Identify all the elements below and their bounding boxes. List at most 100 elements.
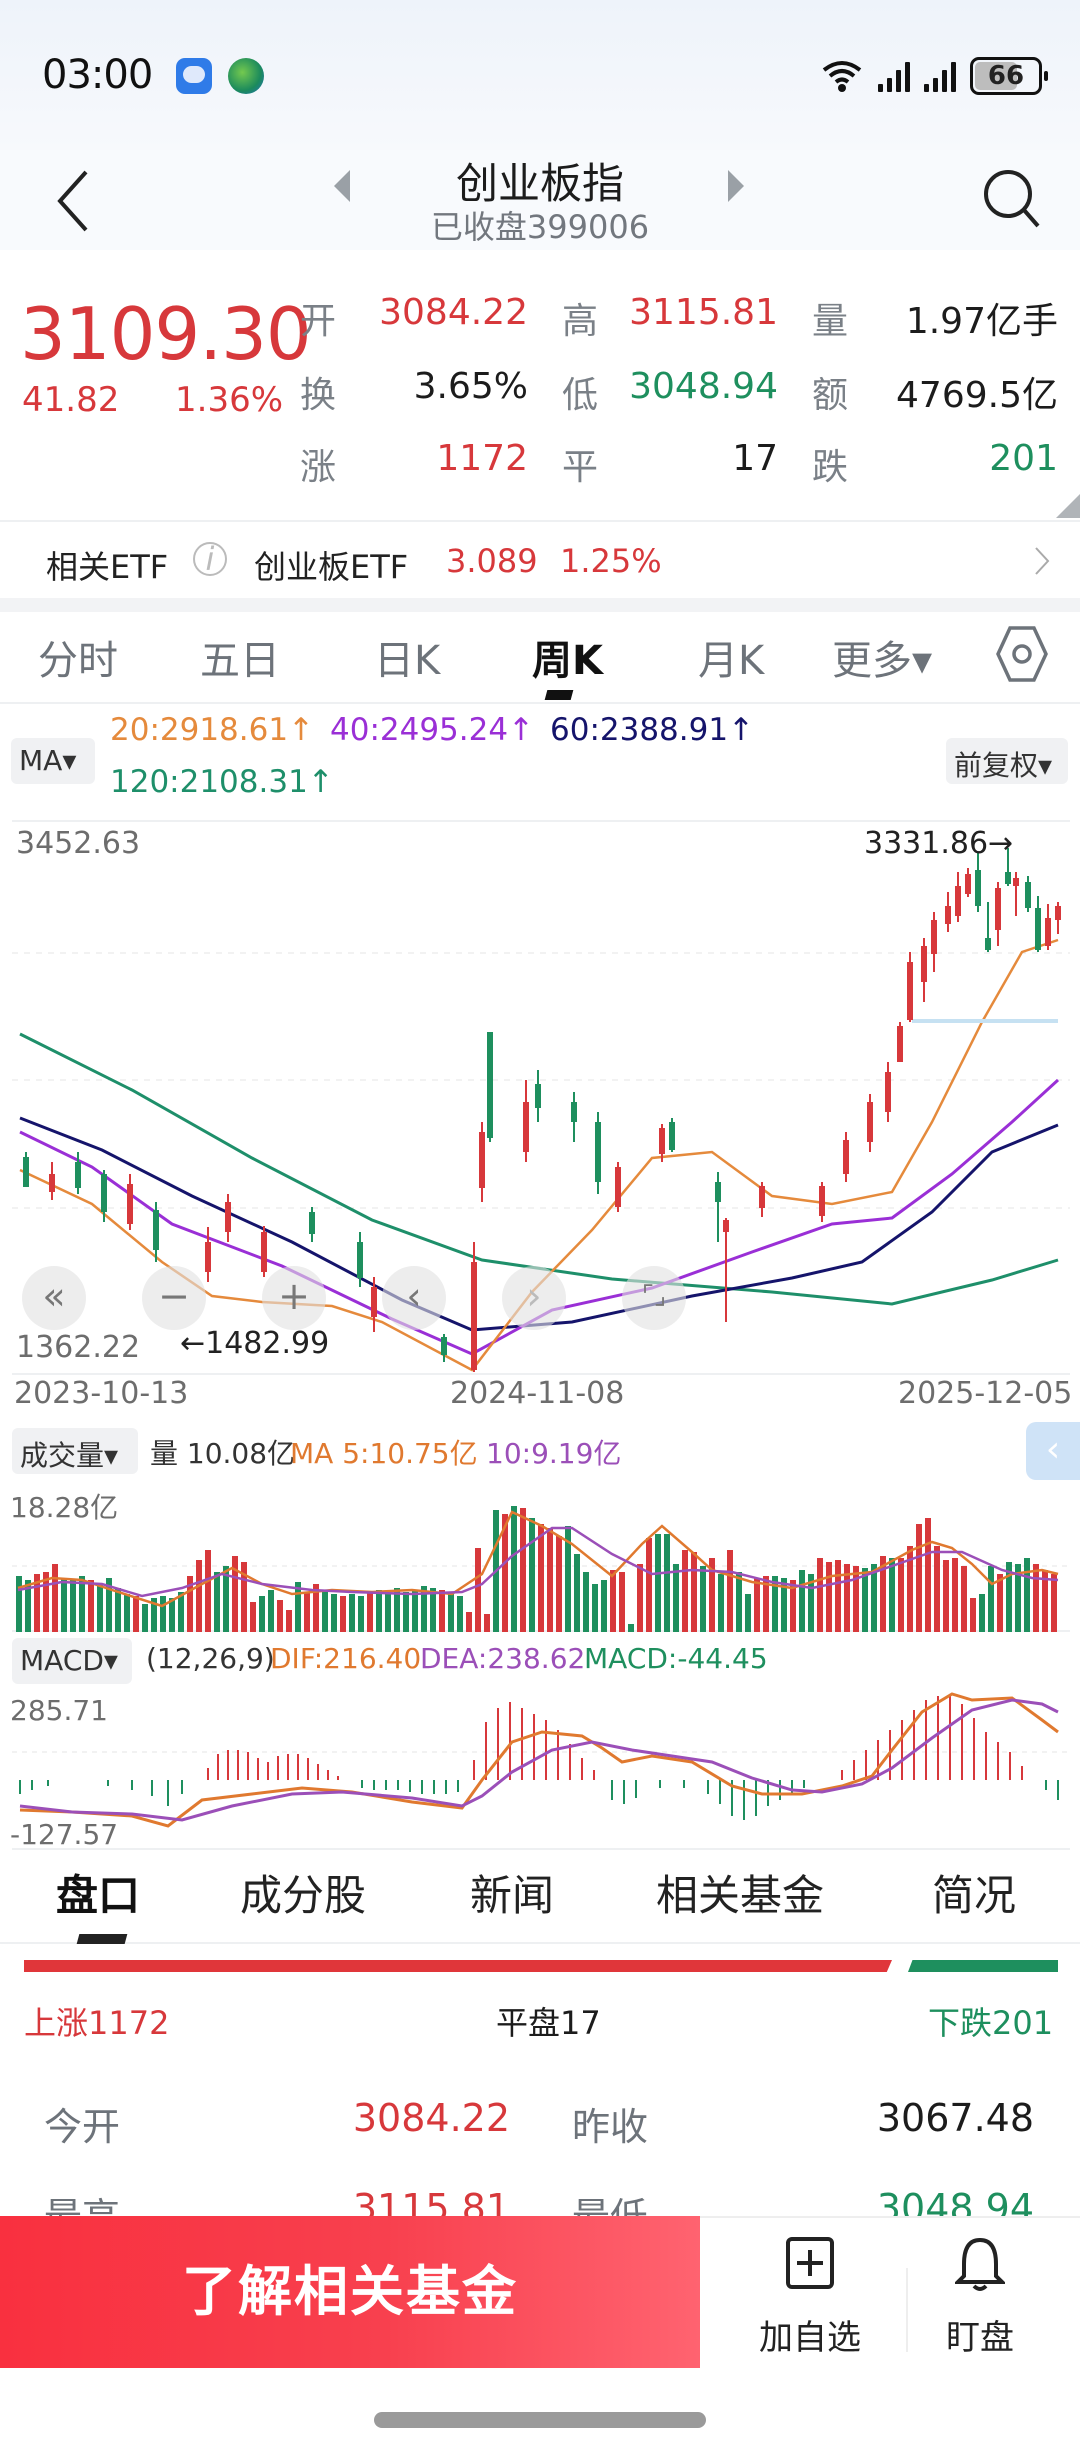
tab-five-day[interactable]: 五日 xyxy=(200,638,280,684)
search-icon[interactable] xyxy=(976,162,1046,232)
tab-constituents[interactable]: 成分股 xyxy=(240,1871,367,1920)
scroll-left-button[interactable]: ‹ xyxy=(382,1266,446,1330)
open-label: 今开 xyxy=(44,2105,121,2149)
ma40-value: 40:2495.24↑ xyxy=(330,712,535,748)
period-tabs: 分时 五日 日K 周K 月K 更多▾ xyxy=(0,612,1080,704)
tab-overview[interactable]: 简况 xyxy=(932,1871,1017,1920)
action-divider xyxy=(906,2268,908,2352)
monitor-label: 盯盘 xyxy=(946,2318,1014,2358)
volume-ma10: 10:9.19亿 xyxy=(486,1437,622,1470)
kline-y-max: 3452.63 xyxy=(16,826,141,861)
volume-value: 量 10.08亿 xyxy=(150,1437,296,1470)
tab-order-book[interactable]: 盘口 xyxy=(56,1871,141,1920)
volume-value: 1.97亿手 xyxy=(905,301,1058,342)
tab-more[interactable]: 更多▾ xyxy=(832,638,933,684)
decliners-value: 201 xyxy=(989,438,1058,479)
amount-label: 额 xyxy=(812,375,849,416)
prev-close-label: 昨收 xyxy=(572,2105,649,2149)
section-divider xyxy=(0,598,1080,612)
volume-indicator-select[interactable]: 成交量▾ xyxy=(12,1428,138,1474)
plus-square-icon xyxy=(786,2237,834,2289)
prev-close-value: 3067.48 xyxy=(876,2096,1034,2140)
turnover-label: 换 xyxy=(300,375,337,416)
price-change-pct: 1.36% xyxy=(175,380,284,420)
expand-quote-corner-icon[interactable] xyxy=(1056,494,1080,518)
macd-indicator-select[interactable]: MACD▾ xyxy=(12,1638,132,1684)
market-breadth-bar xyxy=(24,1960,1058,1972)
status-time: 03:00 xyxy=(42,52,153,98)
messages-app-icon xyxy=(176,58,212,94)
macd-y-min: -127.57 xyxy=(10,1818,119,1851)
prev-stock-arrow[interactable] xyxy=(334,170,350,202)
price-change: 41.82 xyxy=(22,380,120,420)
back-button[interactable] xyxy=(52,166,92,236)
active-tab-indicator xyxy=(76,1934,128,1944)
tab-weekly-k[interactable]: 周K xyxy=(532,638,603,684)
kline-high-marker: 3331.86→ xyxy=(864,826,1014,861)
learn-related-funds-button[interactable]: 了解相关基金 xyxy=(0,2216,700,2368)
add-to-watchlist-label: 加自选 xyxy=(759,2318,861,2358)
ma-indicator-select[interactable]: MA▾ xyxy=(11,738,95,784)
tab-monthly-k[interactable]: 月K xyxy=(698,638,765,684)
macd-y-max: 285.71 xyxy=(10,1694,108,1727)
related-etf-row[interactable]: 相关ETF i 创业板ETF 3.089 1.25% xyxy=(0,520,1080,598)
adjustment-select[interactable]: 前复权▾ xyxy=(946,738,1068,784)
tab-news[interactable]: 新闻 xyxy=(470,1871,555,1920)
etf-name: 创业板ETF xyxy=(254,548,409,586)
bell-icon xyxy=(955,2237,1005,2291)
signal-icon xyxy=(878,60,910,92)
macd-dea: DEA:238.62 xyxy=(420,1642,586,1675)
battery-level: 66 xyxy=(987,61,1025,91)
date-mid: 2024-11-08 xyxy=(450,1376,625,1411)
date-end: 2025-12-05 xyxy=(898,1376,1073,1411)
status-bar: 03:00 66 xyxy=(0,0,1080,150)
kline-chart[interactable]: 3452.63 3331.86→ 1362.22 ←1482.99 xyxy=(12,820,1070,1375)
scroll-right-button[interactable]: › xyxy=(502,1266,566,1330)
etf-change-pct: 1.25% xyxy=(560,542,662,580)
status-icons: 66 xyxy=(820,56,1048,96)
volume-y-max: 18.28亿 xyxy=(10,1491,119,1524)
scroll-to-start-button[interactable]: « xyxy=(22,1266,86,1330)
tab-daily-k[interactable]: 日K xyxy=(374,638,441,684)
wifi-icon xyxy=(822,61,862,92)
related-etf-label: 相关ETF xyxy=(46,548,169,586)
breadth-flat-count: 平盘17 xyxy=(496,2004,601,2042)
home-indicator[interactable] xyxy=(374,2412,706,2428)
zoom-in-button[interactable]: + xyxy=(262,1266,326,1330)
turnover-value: 3.65% xyxy=(413,366,528,407)
open-value: 3084.22 xyxy=(379,292,528,333)
info-icon[interactable]: i xyxy=(193,542,227,576)
unchanged-value: 17 xyxy=(732,438,778,479)
advancers-value: 1172 xyxy=(436,438,528,479)
active-tab-indicator xyxy=(544,690,574,700)
bottom-actions xyxy=(700,2216,1080,2368)
monitor-button[interactable]: 盯盘 xyxy=(910,2236,1050,2358)
breadth-down-count: 下跌201 xyxy=(928,2004,1054,2042)
tab-intraday[interactable]: 分时 xyxy=(38,638,118,684)
open-label: 开 xyxy=(300,301,337,342)
quote-panel: 3109.30 41.82 1.36% 开 3084.22 高 3115.81 … xyxy=(0,262,1080,522)
decliners-label: 跌 xyxy=(812,447,849,488)
kline-plot xyxy=(12,848,1070,1372)
macd-chart: 285.71 -127.57 xyxy=(10,1690,1070,1851)
macd-params: (12,26,9) xyxy=(146,1642,275,1675)
etf-price: 3.089 xyxy=(446,542,538,580)
ma60-value: 60:2388.91↑ xyxy=(550,712,755,748)
fullscreen-button[interactable]: ⌜⌟ xyxy=(622,1266,686,1330)
next-stock-arrow[interactable] xyxy=(728,170,744,202)
signal-icon xyxy=(924,60,956,92)
settings-hex-icon[interactable] xyxy=(994,624,1050,684)
side-panel-toggle[interactable]: ‹ xyxy=(1026,1422,1080,1480)
breadth-up-segment xyxy=(24,1960,892,1972)
ma20-value: 20:2918.61↑ xyxy=(110,712,315,748)
tab-related-funds[interactable]: 相关基金 xyxy=(656,1871,825,1920)
zoom-out-button[interactable]: − xyxy=(142,1266,206,1330)
add-to-watchlist-button[interactable]: 加自选 xyxy=(740,2236,880,2358)
breadth-up-count: 上涨1172 xyxy=(24,2004,170,2042)
volume-ma5: MA 5:10.75亿 xyxy=(290,1437,478,1470)
high-value: 3115.81 xyxy=(629,292,778,333)
info-tabs: 盘口 成分股 新闻 相关基金 简况 xyxy=(0,1852,1080,1944)
macd-dif: DIF:216.40 xyxy=(270,1642,422,1675)
page-title: 创业板指 xyxy=(455,159,624,208)
unchanged-label: 平 xyxy=(562,447,599,488)
